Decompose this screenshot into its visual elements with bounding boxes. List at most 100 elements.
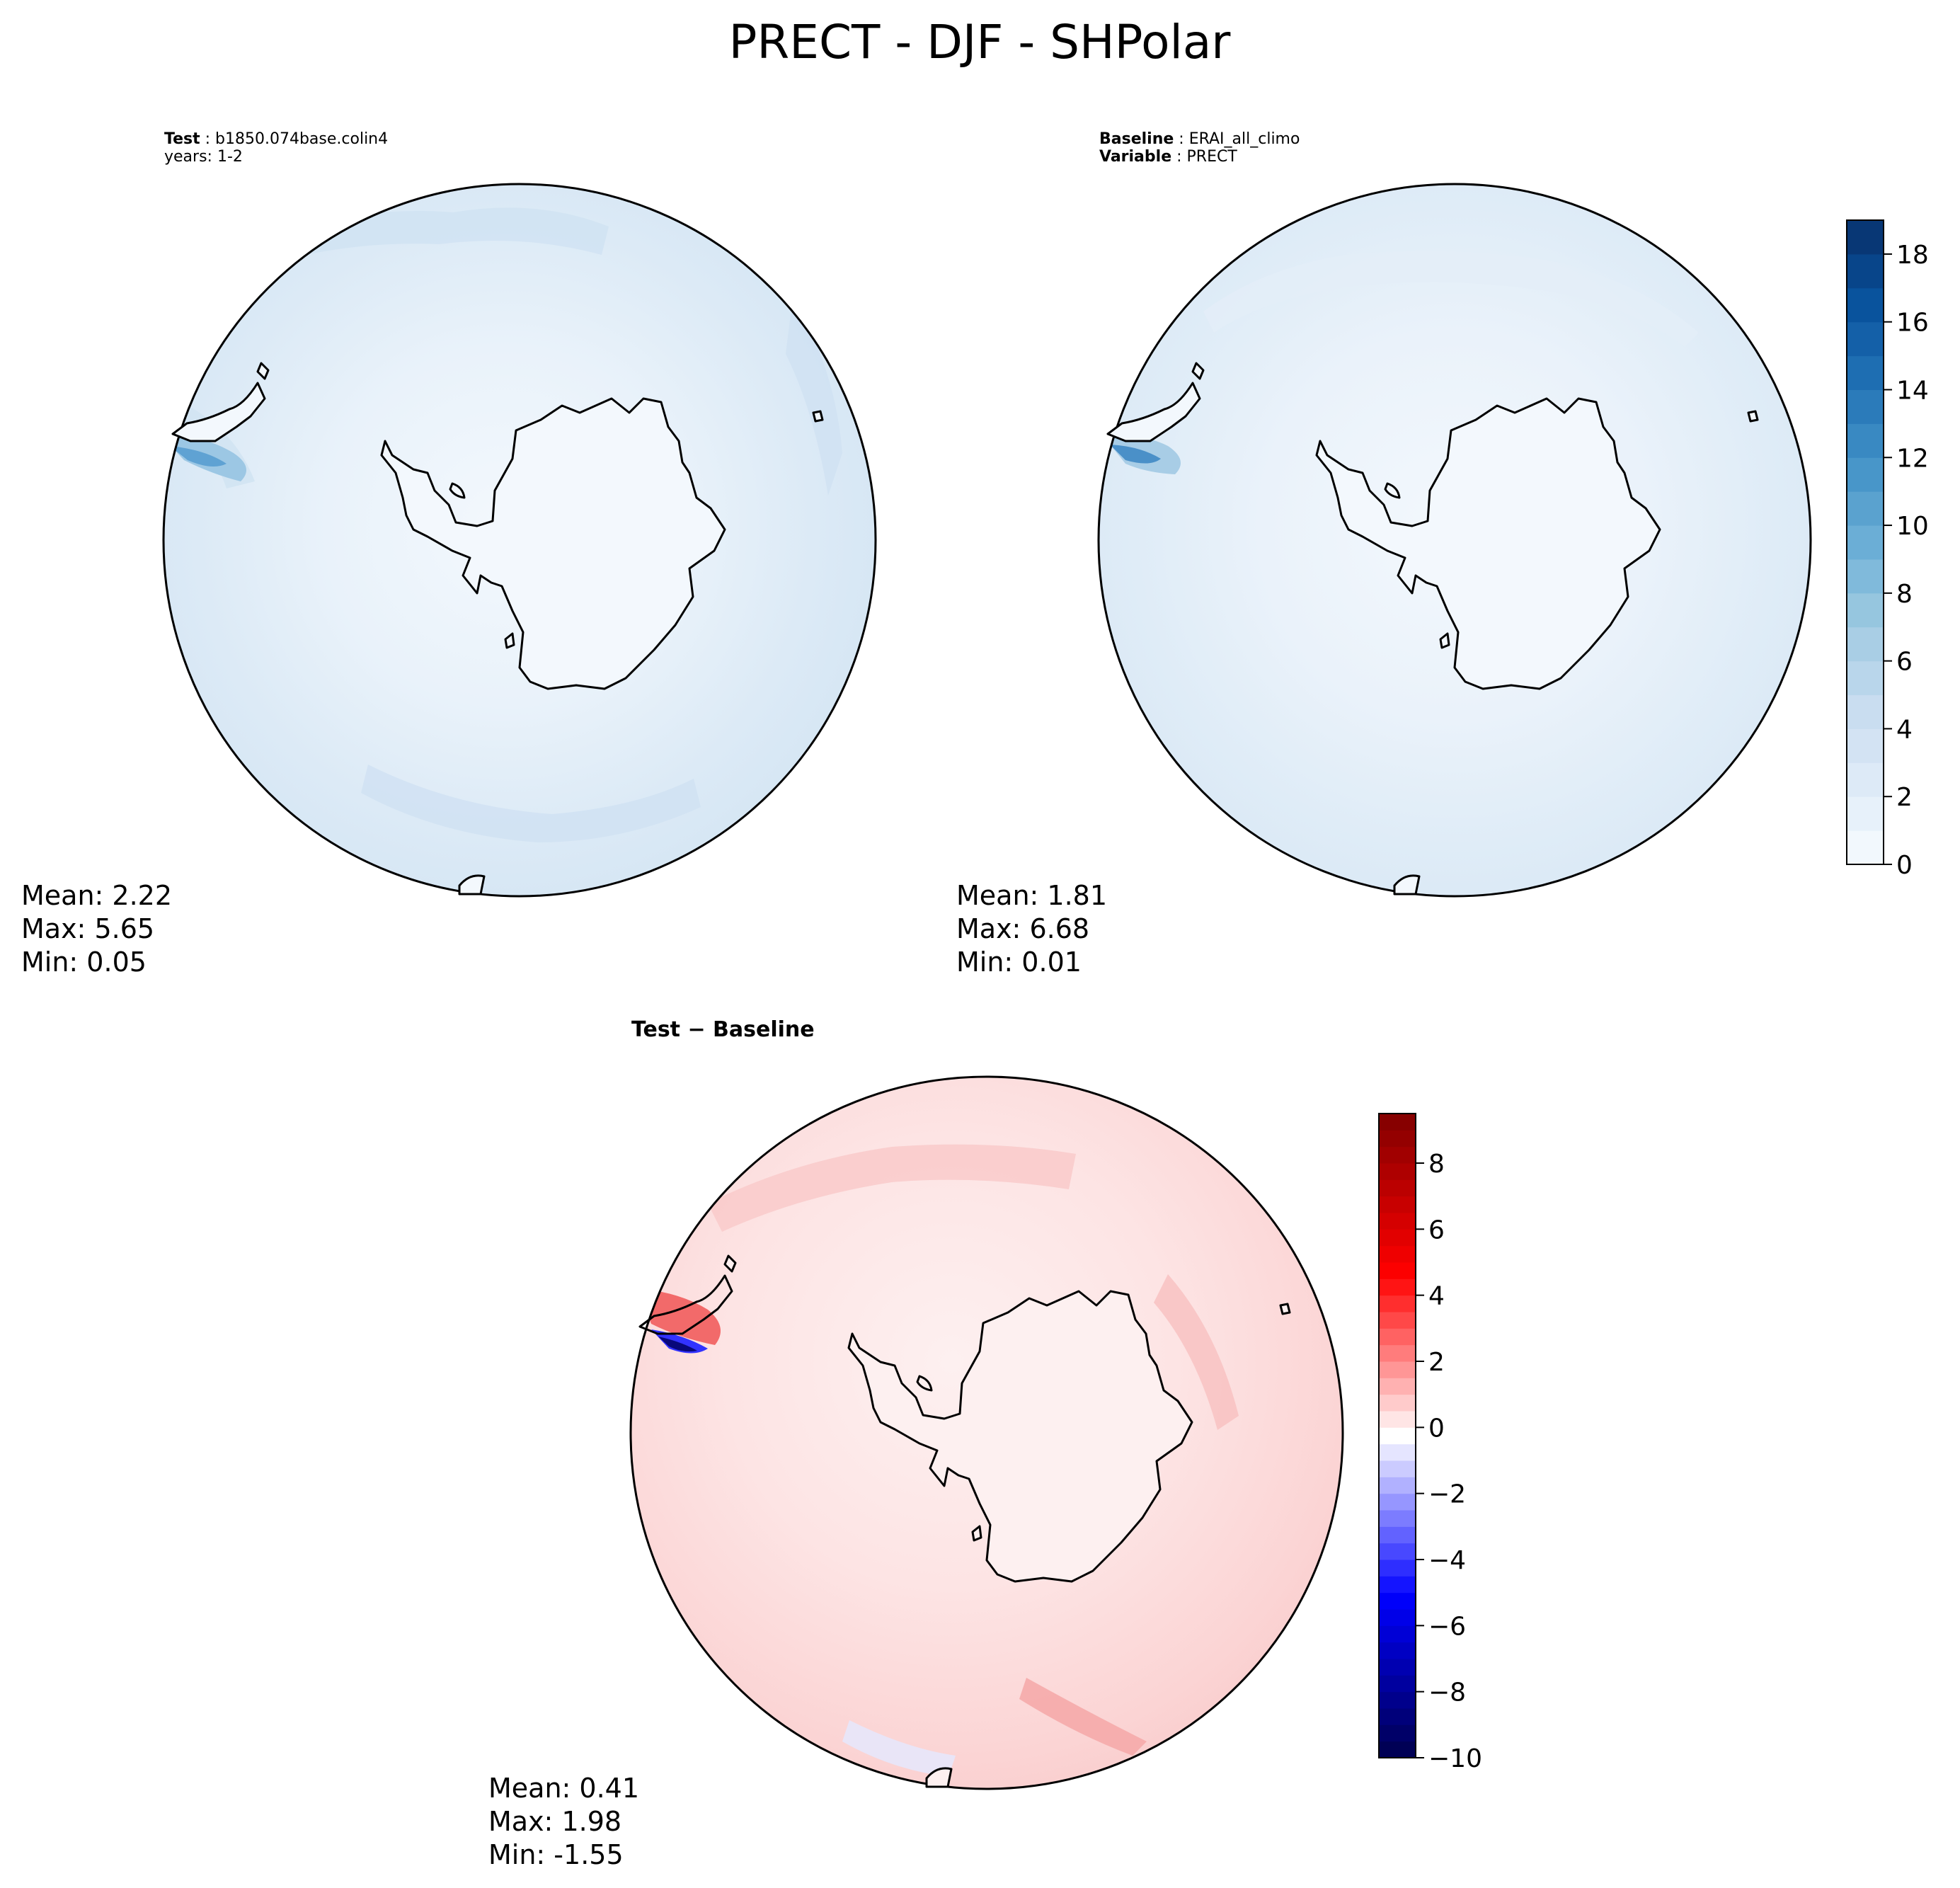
panel-diff: Test − Baseline Mean: 0.41 Max: 1.98 Min… bbox=[488, 1017, 1344, 1870]
colorbar-tick-label: 8 bbox=[1896, 580, 1913, 609]
colorbar-tick-label: 6 bbox=[1428, 1215, 1445, 1245]
colorbar-level bbox=[1379, 1642, 1416, 1659]
colorbar-level bbox=[1847, 389, 1884, 424]
colorbar-level bbox=[1847, 593, 1884, 628]
panel-baseline-mean: Mean: 1.81 bbox=[956, 880, 1107, 911]
colorbar-tick-label: 4 bbox=[1896, 715, 1913, 744]
panel-baseline-max: Max: 6.68 bbox=[956, 913, 1089, 944]
colorbar-level bbox=[1379, 1130, 1416, 1148]
panel-diff-min: Min: -1.55 bbox=[488, 1839, 624, 1870]
colorbar-level bbox=[1379, 1659, 1416, 1676]
header-value: years: 1-2 bbox=[164, 148, 243, 166]
colorbar-level bbox=[1379, 1708, 1416, 1725]
colorbar-tick-label: −8 bbox=[1428, 1678, 1466, 1707]
colorbar-level bbox=[1847, 694, 1884, 729]
colorbar-level bbox=[1847, 796, 1884, 831]
colorbar-level bbox=[1379, 1543, 1416, 1560]
panel-test-header-line-1: Test : b1850.074base.colin4 bbox=[164, 130, 388, 148]
colorbar-level bbox=[1847, 253, 1884, 289]
colorbar-level bbox=[1379, 1295, 1416, 1312]
colorbar-tick-label: 14 bbox=[1896, 376, 1929, 405]
colorbar-level bbox=[1847, 423, 1884, 458]
colorbar-tick-label: 10 bbox=[1896, 512, 1929, 541]
colorbar-level bbox=[1379, 1560, 1416, 1577]
panel-test-max: Max: 5.65 bbox=[21, 913, 154, 944]
colorbar-level bbox=[1379, 1163, 1416, 1180]
colorbar-level bbox=[1379, 1691, 1416, 1709]
header-bold-label: Test − Baseline bbox=[631, 1017, 815, 1042]
header-bold-label: Variable bbox=[1099, 148, 1171, 166]
colorbar-level bbox=[1379, 1592, 1416, 1610]
colorbar-tick-label: 18 bbox=[1896, 241, 1929, 270]
colorbar-level bbox=[1847, 762, 1884, 797]
colorbar-level bbox=[1379, 1344, 1416, 1362]
colorbar-level bbox=[1379, 1213, 1416, 1230]
colorbar-tick-label: 12 bbox=[1896, 444, 1929, 473]
colorbar-diverging: −10 −8 −6 −4 −2 0 2 4 6 8 bbox=[1378, 1113, 1482, 1773]
colorbar-level bbox=[1847, 321, 1884, 357]
colorbar-level bbox=[1379, 1262, 1416, 1279]
colorbar-level bbox=[1379, 1724, 1416, 1742]
colorbar-tick-label: −10 bbox=[1428, 1744, 1482, 1773]
colorbar-tick-label: 0 bbox=[1896, 851, 1913, 880]
colorbar-level bbox=[1379, 1427, 1416, 1445]
colorbar-tick-label: −4 bbox=[1428, 1546, 1466, 1575]
colorbar-tick-label: 2 bbox=[1896, 783, 1913, 812]
colorbar-level bbox=[1379, 1378, 1416, 1395]
panel-baseline-header-line-1: Baseline : ERAI_all_climo bbox=[1099, 130, 1300, 148]
colorbar-level bbox=[1379, 1146, 1416, 1164]
header-value: : PRECT bbox=[1171, 148, 1237, 166]
panel-test: Test : b1850.074base.colin4 years: 1-2 M… bbox=[21, 130, 877, 978]
colorbar-frame bbox=[1846, 219, 1884, 865]
colorbar-level bbox=[1379, 1625, 1416, 1643]
colorbar-level bbox=[1379, 1245, 1416, 1263]
panel-diff-mean: Mean: 0.41 bbox=[488, 1773, 639, 1804]
header-bold-label: Test bbox=[164, 130, 200, 148]
colorbar-tick-label: 6 bbox=[1896, 648, 1913, 677]
colorbar-level bbox=[1847, 627, 1884, 662]
colorbar-tick-label: −6 bbox=[1428, 1612, 1466, 1641]
header-bold-label: Baseline bbox=[1099, 130, 1174, 148]
colorbar-level bbox=[1379, 1675, 1416, 1693]
colorbar-level bbox=[1379, 1361, 1416, 1378]
colorbar-tick-label: 8 bbox=[1428, 1150, 1445, 1179]
figure-title: PRECT - DJF - SHPolar bbox=[729, 15, 1232, 69]
colorbar-level bbox=[1379, 1460, 1416, 1477]
colorbar-level bbox=[1379, 1196, 1416, 1213]
colorbar-level bbox=[1379, 1328, 1416, 1346]
colorbar-level bbox=[1847, 287, 1884, 323]
colorbar-level bbox=[1379, 1114, 1416, 1131]
colorbar-level bbox=[1379, 1609, 1416, 1626]
colorbar-level bbox=[1379, 1510, 1416, 1527]
colorbar-level bbox=[1379, 1741, 1416, 1758]
panel-test-mean: Mean: 2.22 bbox=[21, 880, 172, 911]
header-value: : b1850.074base.colin4 bbox=[200, 130, 389, 148]
colorbar-level bbox=[1379, 1229, 1416, 1247]
panel-baseline-min: Min: 0.01 bbox=[956, 946, 1082, 978]
colorbar-tick-label: 0 bbox=[1428, 1414, 1445, 1443]
colorbar-level bbox=[1379, 1526, 1416, 1544]
panel-test-header-line-2: years: 1-2 bbox=[164, 148, 243, 166]
colorbar-tick-label: 2 bbox=[1428, 1348, 1445, 1377]
colorbar-level bbox=[1847, 457, 1884, 492]
colorbar-level bbox=[1847, 830, 1884, 865]
colorbar-tick-label: 4 bbox=[1428, 1282, 1445, 1311]
colorbar-level bbox=[1379, 1394, 1416, 1412]
colorbar-tick-label: −2 bbox=[1428, 1480, 1466, 1509]
colorbar-level bbox=[1847, 525, 1884, 560]
colorbar-level bbox=[1379, 1411, 1416, 1428]
colorbar-level bbox=[1847, 220, 1884, 255]
colorbar-level bbox=[1379, 1493, 1416, 1511]
panel-test-min: Min: 0.05 bbox=[21, 946, 147, 978]
colorbar-level bbox=[1379, 1179, 1416, 1197]
colorbar-level bbox=[1847, 355, 1884, 390]
colorbar-level bbox=[1847, 728, 1884, 763]
colorbar-blues: 0 2 4 6 8 10 12 14 16 18 bbox=[1846, 219, 1929, 880]
colorbar-level bbox=[1847, 559, 1884, 594]
colorbar-tick-label: 16 bbox=[1896, 309, 1929, 338]
colorbar-level bbox=[1379, 1576, 1416, 1594]
colorbar-level bbox=[1847, 491, 1884, 526]
colorbar-level bbox=[1379, 1278, 1416, 1296]
header-value: : ERAI_all_climo bbox=[1174, 130, 1300, 148]
colorbar-frame bbox=[1378, 1113, 1416, 1758]
